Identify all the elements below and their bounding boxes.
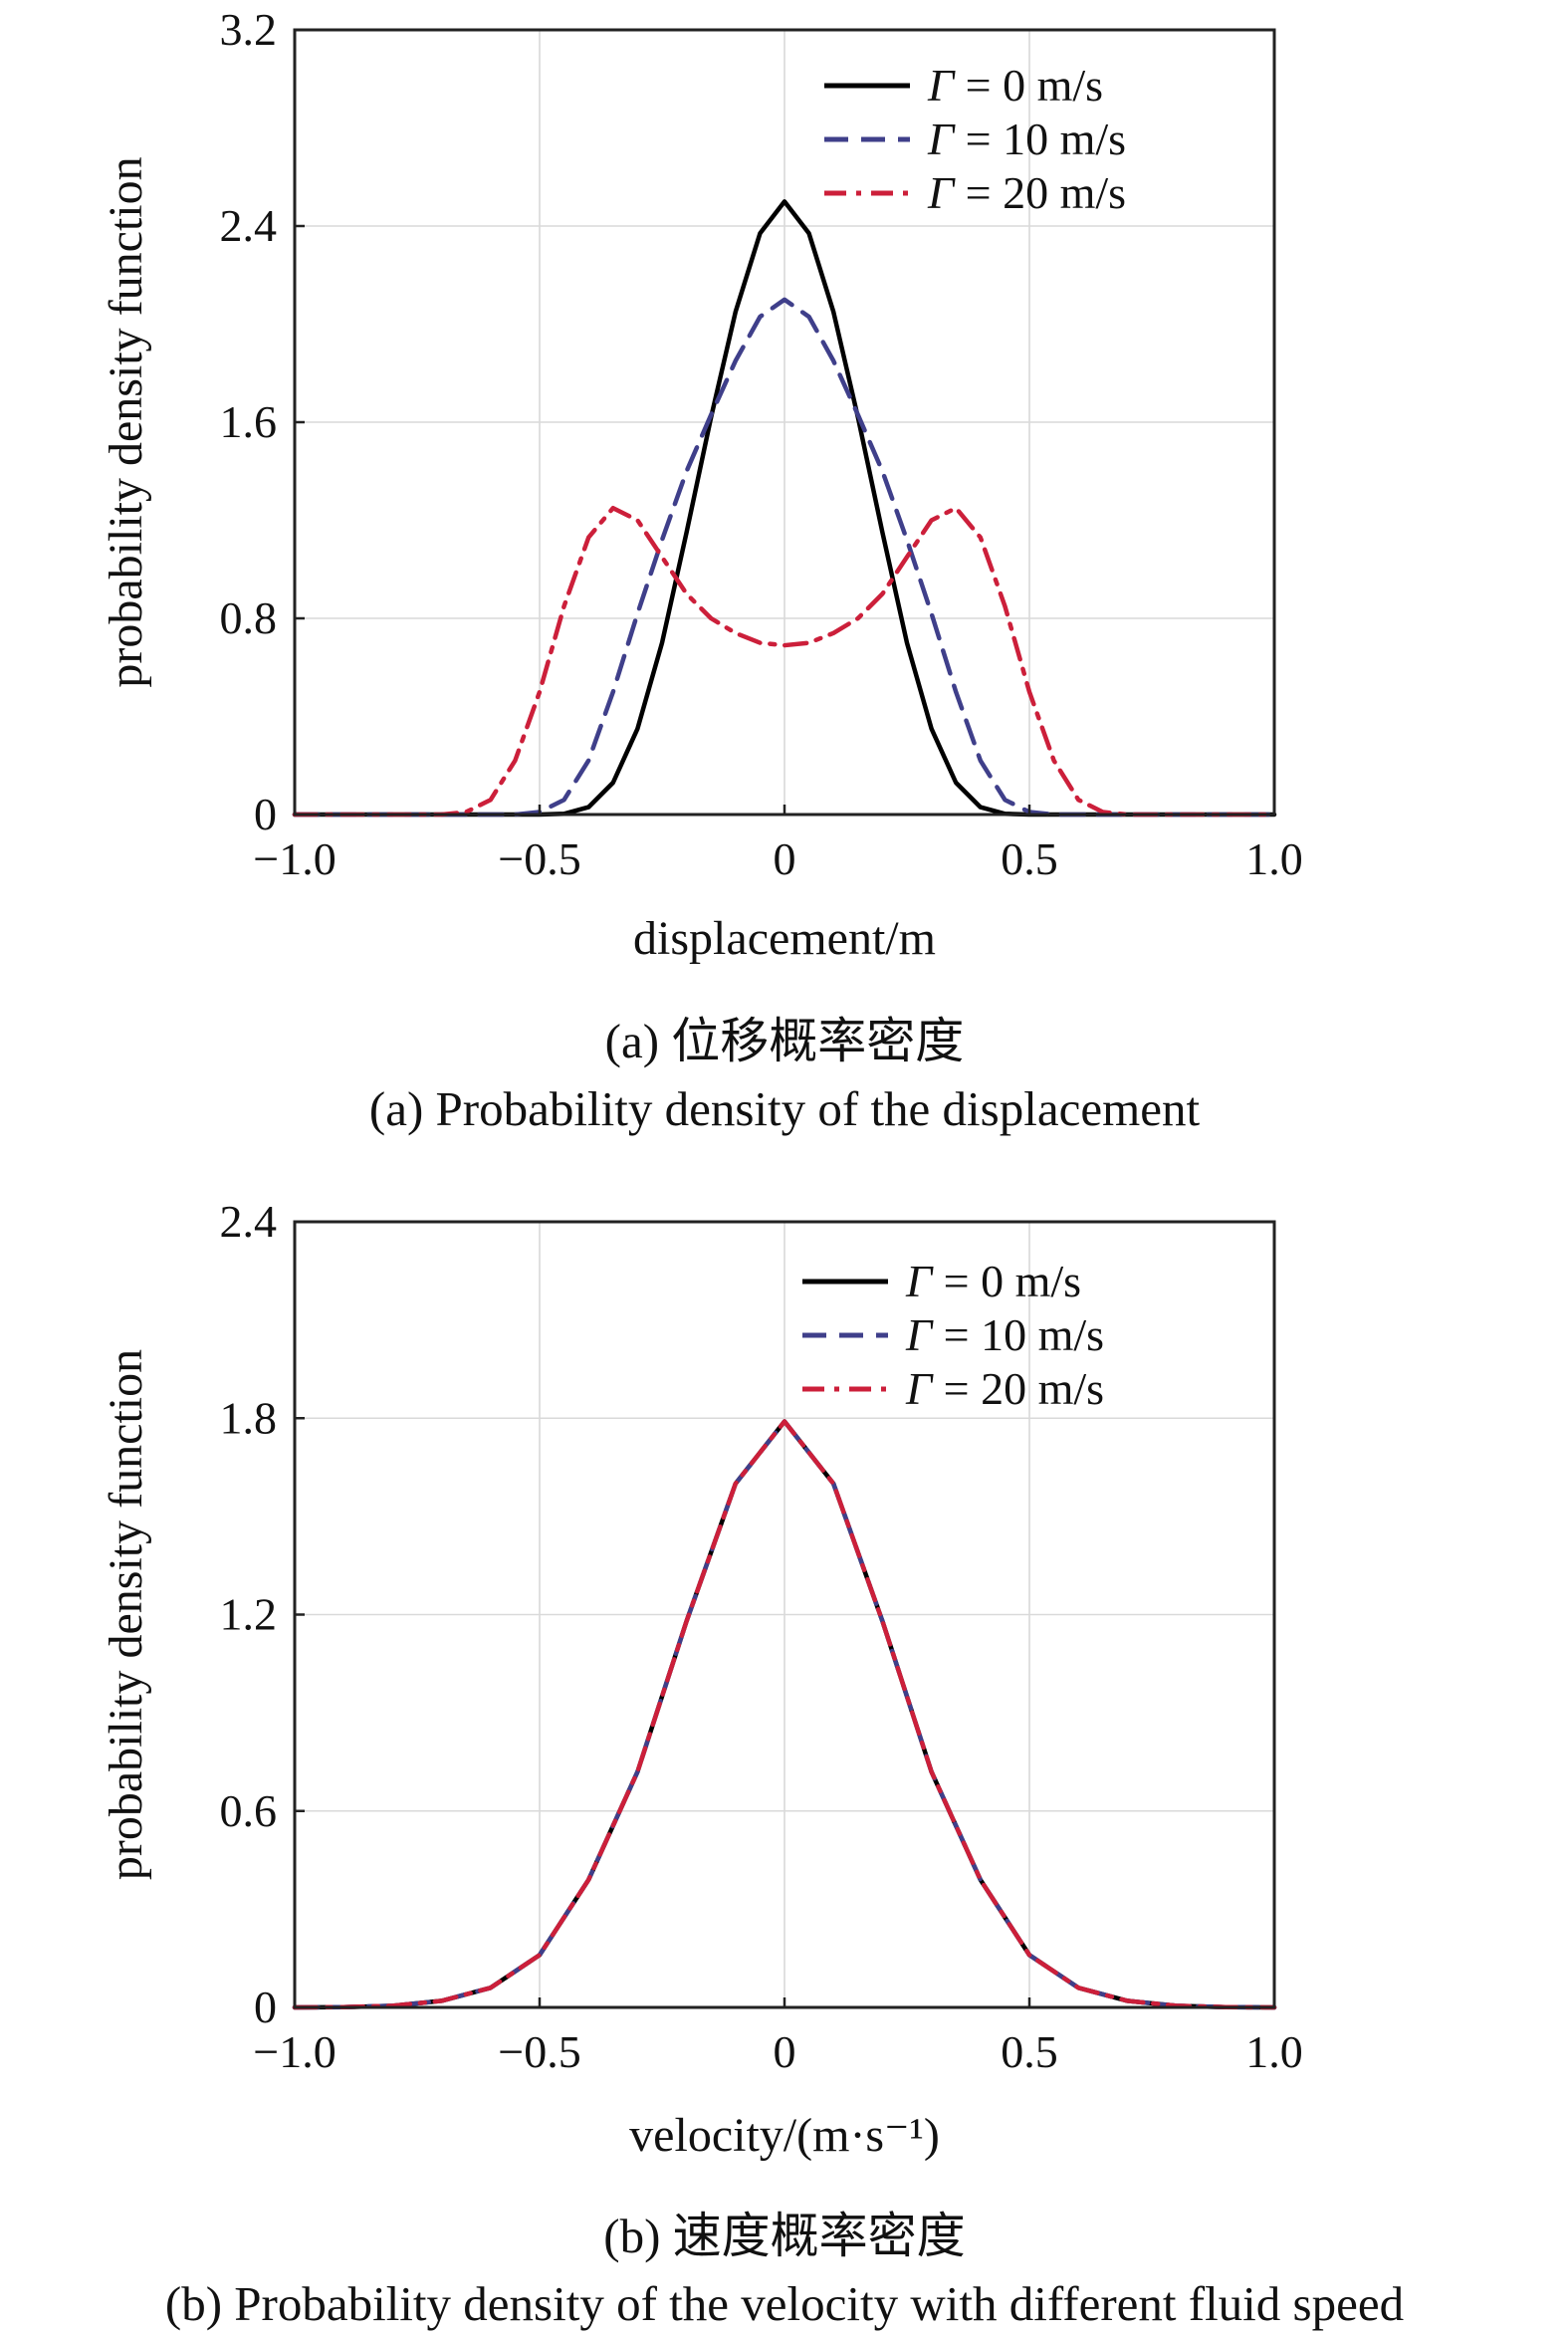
x-tick-label: 1.0 <box>1245 833 1303 884</box>
y-tick-label: 0.6 <box>220 1785 278 1836</box>
panel-b-caption-english: (b) Probability density of the velocity … <box>165 2276 1404 2331</box>
panel-a-x-axis-label: displacement/m <box>633 912 936 965</box>
legend-label: Γ = 10 m/s <box>927 114 1126 164</box>
series-line-solid <box>292 199 1277 818</box>
x-tick-label: 0.5 <box>1001 2026 1058 2077</box>
panel-b-y-axis-label: probability density function <box>100 1349 152 1880</box>
x-tick-label: −0.5 <box>498 2026 580 2077</box>
x-tick-label: −1.0 <box>253 2026 336 2077</box>
y-tick-label: 2.4 <box>220 1196 278 1247</box>
panel-a-displacement-chart: −1.0 −0.5 0 0.5 1.000.81.62.43.2 Γ = 0 m/sΓ … <box>100 4 1303 1136</box>
legend-label: Γ = 0 m/s <box>905 1256 1081 1306</box>
x-tick-label: −0.5 <box>498 833 580 884</box>
panel-b-grid <box>295 1222 1274 2007</box>
y-tick-label: 0 <box>254 1982 277 2032</box>
panel-a-series <box>292 199 1277 818</box>
panel-a-legend: Γ = 0 m/sΓ = 10 m/sΓ = 20 m/s <box>824 60 1126 218</box>
panel-a-y-axis-label: probability density function <box>100 156 152 687</box>
legend-label: Γ = 20 m/s <box>905 1363 1104 1414</box>
x-tick-label: −1.0 <box>253 833 336 884</box>
panel-b-ticks: −1.0 −0.5 0 0.5 1.0 0 0.6 1.2 1.8 2.4 <box>220 1196 1303 2077</box>
panel-b-series <box>292 1419 1277 2010</box>
y-tick-label: 1.2 <box>220 1589 278 1640</box>
panel-b-x-axis-label: velocity/(m·s⁻¹) <box>629 2109 940 2162</box>
series-line-dashdot <box>292 505 1277 818</box>
y-tick-label: 0.8 <box>220 592 278 643</box>
legend-label: Γ = 0 m/s <box>927 60 1103 111</box>
panel-b-caption-chinese: (b) 速度概率密度 <box>603 2209 965 2263</box>
panel-a-caption-english: (a) Probability density of the displacem… <box>369 1081 1201 1136</box>
x-tick-label: 1.0 <box>1245 2026 1303 2077</box>
panel-a-ticks: −1.0 −0.5 0 0.5 1.0 0 0.8 1.6 2.4 3.2 <box>220 4 1303 884</box>
series-line-dashed <box>292 297 1277 818</box>
legend-label: Γ = 10 m/s <box>905 1309 1104 1360</box>
legend-label: Γ = 20 m/s <box>927 167 1126 218</box>
x-tick-label: 0 <box>774 833 796 884</box>
panel-b-legend: Γ = 0 m/sΓ = 10 m/sΓ = 20 m/s <box>802 1256 1104 1414</box>
y-tick-label: 0 <box>254 789 277 839</box>
y-tick-label: 3.2 <box>220 4 278 55</box>
y-tick-label: 2.4 <box>220 200 278 251</box>
x-tick-label: 0.5 <box>1001 833 1058 884</box>
panel-b-velocity-chart: −1.0 −0.5 0 0.5 1.000.61.21.82.4 Γ = 0 m/sΓ … <box>100 1196 1404 2331</box>
y-tick-label: 1.8 <box>220 1392 278 1443</box>
x-tick-label: 0 <box>774 2026 796 2077</box>
panel-a-caption-chinese: (a) 位移概率密度 <box>605 1014 965 1068</box>
series-line-dashdot <box>292 1419 1277 2010</box>
y-tick-label: 1.6 <box>220 396 278 447</box>
panel-a-grid <box>295 30 1274 815</box>
